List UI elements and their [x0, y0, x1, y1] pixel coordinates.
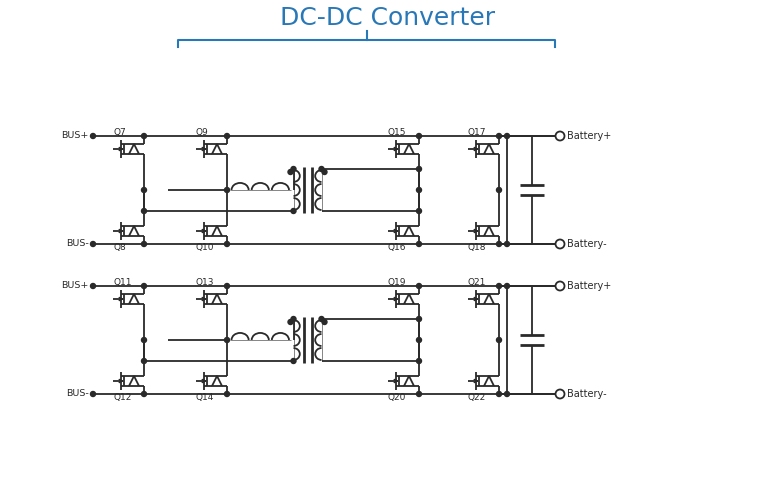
Circle shape [319, 316, 324, 321]
Text: Battery-: Battery- [567, 239, 607, 249]
Circle shape [141, 133, 147, 138]
Circle shape [416, 359, 421, 364]
Text: Q12: Q12 [113, 393, 131, 402]
Circle shape [225, 337, 229, 343]
Circle shape [288, 170, 293, 175]
Text: Q20: Q20 [388, 393, 406, 402]
Circle shape [556, 282, 565, 291]
Circle shape [141, 187, 147, 192]
Text: Battery+: Battery+ [567, 281, 611, 291]
Circle shape [416, 187, 421, 192]
Circle shape [322, 319, 327, 324]
Circle shape [416, 208, 421, 213]
Circle shape [225, 133, 229, 138]
Text: DC-DC Converter: DC-DC Converter [280, 6, 496, 30]
Circle shape [497, 242, 501, 247]
Circle shape [225, 391, 229, 396]
Circle shape [141, 284, 147, 289]
Circle shape [90, 391, 96, 396]
Text: Q19: Q19 [388, 278, 406, 287]
Text: Q7: Q7 [113, 128, 126, 137]
Text: Battery-: Battery- [567, 389, 607, 399]
Circle shape [416, 391, 421, 396]
Circle shape [291, 208, 296, 213]
Circle shape [225, 187, 229, 192]
Circle shape [416, 284, 421, 289]
Circle shape [497, 187, 501, 192]
Circle shape [416, 133, 421, 138]
Circle shape [322, 170, 327, 175]
Text: BUS+: BUS+ [61, 131, 89, 140]
Text: Battery+: Battery+ [567, 131, 611, 141]
Circle shape [141, 359, 147, 364]
Circle shape [556, 131, 565, 140]
Circle shape [504, 391, 510, 396]
Circle shape [291, 167, 296, 172]
Circle shape [225, 242, 229, 247]
Text: Q8: Q8 [113, 243, 126, 252]
Circle shape [90, 284, 96, 289]
Text: Q10: Q10 [196, 243, 214, 252]
Circle shape [497, 284, 501, 289]
Text: Q9: Q9 [196, 128, 209, 137]
Text: Q22: Q22 [468, 393, 486, 402]
Circle shape [497, 133, 501, 138]
Text: BUS+: BUS+ [61, 282, 89, 291]
Text: Q21: Q21 [468, 278, 486, 287]
Circle shape [416, 242, 421, 247]
Circle shape [497, 391, 501, 396]
Circle shape [556, 240, 565, 248]
Circle shape [291, 359, 296, 364]
Circle shape [225, 284, 229, 289]
Circle shape [141, 391, 147, 396]
Circle shape [497, 337, 501, 343]
Circle shape [504, 133, 510, 138]
Circle shape [90, 242, 96, 247]
Text: Q11: Q11 [113, 278, 131, 287]
Circle shape [291, 316, 296, 321]
Text: Q15: Q15 [388, 128, 406, 137]
Text: Q16: Q16 [388, 243, 406, 252]
Text: BUS-: BUS- [66, 389, 89, 398]
Circle shape [416, 167, 421, 172]
Circle shape [141, 208, 147, 213]
Circle shape [141, 337, 147, 343]
Circle shape [504, 242, 510, 247]
Circle shape [319, 167, 324, 172]
Circle shape [416, 316, 421, 321]
Text: Q17: Q17 [468, 128, 486, 137]
Circle shape [504, 284, 510, 289]
Circle shape [416, 337, 421, 343]
Circle shape [556, 389, 565, 398]
Text: Q18: Q18 [468, 243, 486, 252]
Text: Q13: Q13 [196, 278, 214, 287]
Text: Q14: Q14 [196, 393, 214, 402]
Text: BUS-: BUS- [66, 240, 89, 248]
Circle shape [90, 133, 96, 138]
Circle shape [288, 319, 293, 324]
Circle shape [141, 242, 147, 247]
